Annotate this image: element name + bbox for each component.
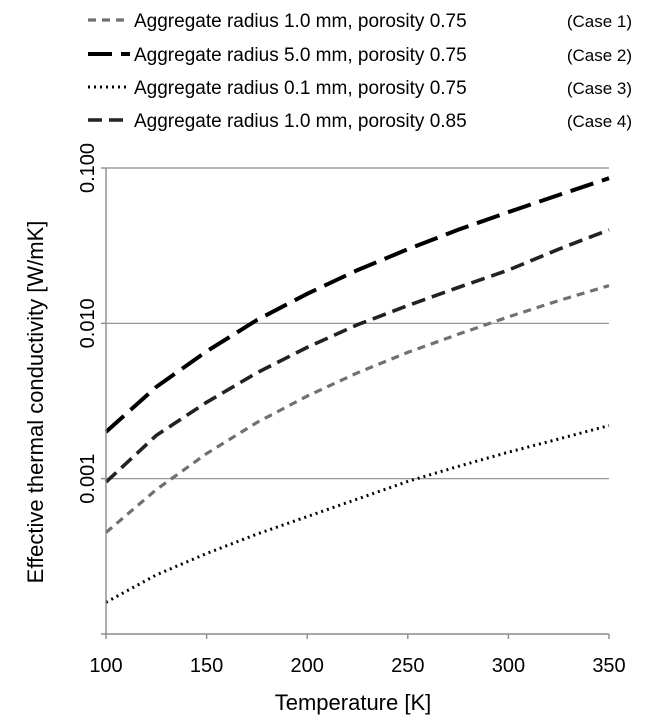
x-tick-label: 150	[190, 655, 223, 677]
y-tick-label: 0.001	[77, 454, 99, 504]
y-tick-label: 0.100	[77, 143, 99, 193]
x-tick-label: 100	[89, 655, 122, 677]
x-tick-label: 300	[492, 655, 525, 677]
y-tick-label: 0.010	[77, 298, 99, 348]
axes: 0.001 0.010 0.100 100 150 200 250 300 350	[77, 143, 626, 677]
series-line-case-4	[104, 228, 610, 484]
legend-label: Aggregate radius 1.0 mm, porosity 0.85	[134, 111, 467, 132]
x-tick-label: 350	[592, 655, 625, 677]
legend-label: Aggregate radius 0.1 mm, porosity 0.75	[134, 78, 467, 99]
legend-item-case-2: Aggregate radius 5.0 mm, porosity 0.75 (C…	[88, 45, 632, 66]
legend-case-label: (Case 3)	[567, 79, 632, 98]
legend-case-label: (Case 4)	[567, 112, 632, 131]
x-axis-label: Temperature [K]	[275, 690, 432, 715]
x-tick-label: 250	[391, 655, 424, 677]
legend-label: Aggregate radius 5.0 mm, porosity 0.75	[134, 45, 467, 66]
y-axis-label: Effective thermal conductivity [W/mK]	[23, 221, 48, 584]
series-line-case-2	[104, 176, 610, 434]
legend-label: Aggregate radius 1.0 mm, porosity 0.75	[134, 11, 467, 32]
legend-case-label: (Case 1)	[567, 12, 632, 31]
legend-item-case-1: Aggregate radius 1.0 mm, porosity 0.75 (C…	[88, 11, 632, 32]
plot-area: 0.001 0.010 0.100 100 150 200 250 300 350	[77, 143, 626, 677]
legend-item-case-4: Aggregate radius 1.0 mm, porosity 0.85 (C…	[88, 111, 632, 132]
series-line-case-3	[105, 424, 610, 604]
legend-item-case-3: Aggregate radius 0.1 mm, porosity 0.75 (C…	[88, 78, 632, 99]
x-tick-label: 200	[291, 655, 324, 677]
series-lines	[104, 176, 610, 604]
series-line-case-1	[104, 284, 610, 534]
legend-case-label: (Case 2)	[567, 46, 632, 65]
legend: Aggregate radius 1.0 mm, porosity 0.75 (C…	[88, 11, 632, 132]
